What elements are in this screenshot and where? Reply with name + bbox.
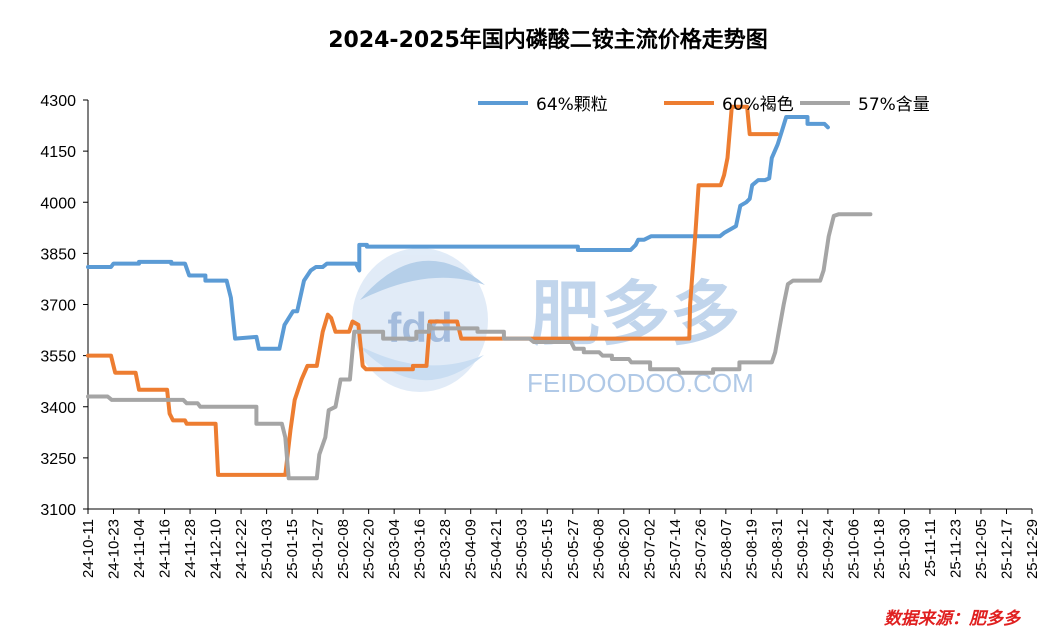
y-tick-label: 4150 bbox=[40, 144, 76, 161]
x-tick-label: 25-07-14 bbox=[667, 519, 684, 579]
axes: 3100 3250 3400 3550 3700 3850 4000 4150 4300 24-1… bbox=[40, 93, 1041, 579]
y-tick-label: 4000 bbox=[40, 195, 76, 212]
legend: 64%颗粒 60%褐色 57%含量 bbox=[478, 95, 930, 115]
x-tick-label: 24-10-23 bbox=[106, 519, 123, 579]
y-tick-label: 3400 bbox=[40, 400, 76, 417]
x-tick-label: 25-10-30 bbox=[896, 519, 913, 579]
x-tick-label: 24-11-04 bbox=[131, 519, 148, 578]
x-tick-label: 25-10-18 bbox=[871, 519, 888, 579]
x-tick-label: 25-11-23 bbox=[947, 519, 964, 578]
x-tick-label: 25-12-29 bbox=[1024, 519, 1041, 579]
x-tick-label: 25-08-07 bbox=[718, 519, 735, 579]
chart-title: 2024-2025年国内磷酸二铵主流价格走势图 bbox=[328, 27, 768, 53]
y-tick-label: 3550 bbox=[40, 349, 76, 366]
x-tick-label: 25-10-06 bbox=[845, 519, 862, 579]
x-tick-label: 25-05-15 bbox=[539, 519, 556, 579]
x-tick-label: 24-11-16 bbox=[157, 519, 174, 578]
watermark-url: FEIDOODOO.COM bbox=[527, 368, 754, 398]
x-tick-label: 25-01-27 bbox=[310, 519, 327, 579]
x-tick-label: 25-08-31 bbox=[769, 519, 786, 579]
x-tick-label: 24-10-11 bbox=[80, 519, 97, 578]
series-line-1 bbox=[86, 115, 830, 351]
x-tick-label: 25-04-09 bbox=[463, 519, 480, 579]
x-tick-label: 25-01-03 bbox=[259, 519, 276, 579]
x-tick-label: 24-11-28 bbox=[182, 519, 199, 578]
series-layer bbox=[86, 104, 873, 481]
series-line-3 bbox=[86, 212, 873, 481]
x-tick-label: 25-05-27 bbox=[565, 519, 582, 579]
x-tick-label: 25-03-16 bbox=[412, 519, 429, 579]
x-tick-label: 25-12-17 bbox=[998, 519, 1015, 579]
x-tick-label: 25-12-05 bbox=[973, 519, 990, 579]
x-tick-label: 25-06-20 bbox=[616, 519, 633, 579]
x-tick-label: 24-12-10 bbox=[208, 519, 225, 579]
y-tick-label: 3100 bbox=[40, 502, 76, 519]
x-tick-label: 25-07-26 bbox=[692, 519, 709, 579]
x-tick-label: 25-02-08 bbox=[335, 519, 352, 579]
y-tick-label: 3700 bbox=[40, 298, 76, 315]
legend-label-3: 57%含量 bbox=[858, 95, 930, 115]
legend-label-2: 60%褐色 bbox=[722, 95, 794, 115]
legend-label-1: 64%颗粒 bbox=[536, 95, 608, 115]
x-tick-label: 25-03-28 bbox=[437, 519, 454, 579]
x-tick-label: 25-03-04 bbox=[386, 519, 403, 579]
x-tick-label: 25-06-08 bbox=[590, 519, 607, 579]
x-tick-label: 25-02-20 bbox=[361, 519, 378, 579]
x-tick-label: 25-09-24 bbox=[820, 519, 837, 579]
x-tick-label: 25-07-02 bbox=[641, 519, 658, 579]
x-tick-label: 24-12-22 bbox=[233, 519, 250, 579]
x-tick-label: 25-01-15 bbox=[284, 519, 301, 579]
y-tick-label: 4300 bbox=[40, 93, 76, 110]
data-source-note: 数据来源：肥多多 bbox=[884, 609, 1022, 629]
x-tick-label: 25-11-11 bbox=[922, 519, 939, 577]
x-tick-label: 25-09-12 bbox=[794, 519, 811, 579]
x-tick-label: 25-08-19 bbox=[743, 519, 760, 579]
series-line-2 bbox=[86, 104, 779, 477]
x-tick-label: 25-05-03 bbox=[514, 519, 531, 579]
y-tick-label: 3250 bbox=[40, 451, 76, 468]
watermark-logo-icon: fdd bbox=[352, 248, 488, 392]
x-tick-label: 25-04-21 bbox=[488, 519, 505, 579]
y-tick-label: 3850 bbox=[40, 246, 76, 263]
